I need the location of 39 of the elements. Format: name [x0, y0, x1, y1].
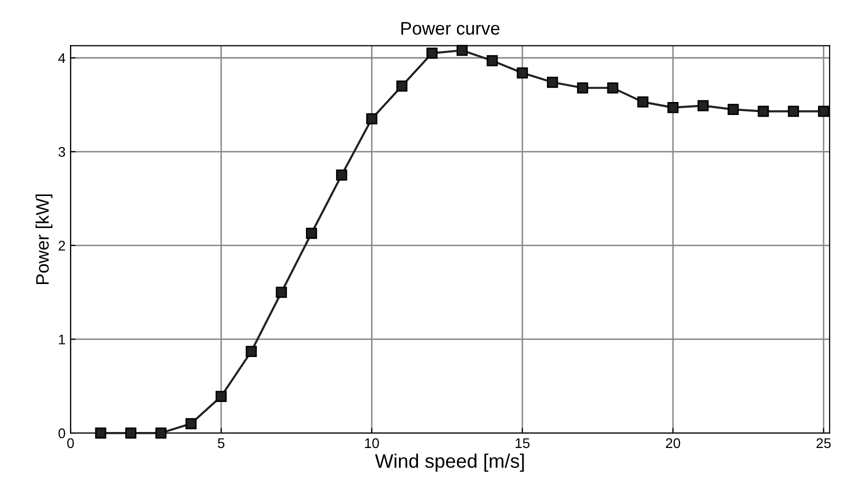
point — [818, 106, 830, 117]
point — [125, 427, 136, 439]
x-tick-label: 20 — [666, 438, 680, 448]
x-tick-label: 5 — [218, 438, 224, 448]
point — [306, 228, 318, 239]
point — [758, 106, 769, 117]
point — [426, 48, 438, 59]
point — [486, 55, 498, 66]
x-tick-label: 15 — [516, 438, 530, 448]
y-tick-label: 2 — [58, 240, 65, 250]
y-tick-label: 4 — [58, 53, 66, 63]
y-tick-label: 3 — [58, 147, 66, 157]
point — [95, 427, 106, 439]
point — [607, 82, 618, 94]
x-tick-label: 10 — [365, 438, 379, 448]
point — [456, 44, 468, 56]
point — [185, 418, 197, 430]
point — [698, 100, 709, 112]
point — [577, 82, 588, 94]
point — [216, 390, 227, 402]
point — [246, 346, 257, 357]
y-tick-label: 1 — [59, 334, 66, 344]
point — [516, 67, 528, 78]
chart-title: Power curve — [401, 22, 500, 35]
y-tick-label: 0 — [58, 428, 66, 438]
x-tick-label: 25 — [816, 438, 831, 448]
point — [366, 113, 378, 124]
point — [667, 102, 679, 114]
point — [336, 170, 348, 181]
point — [546, 76, 558, 88]
point — [788, 106, 800, 117]
point — [276, 286, 287, 298]
y-axis-title: Power [kW] — [36, 194, 52, 284]
point — [728, 104, 739, 116]
point — [396, 80, 408, 92]
point — [637, 96, 648, 108]
x-axis-title: Wind speed [m/s] — [375, 454, 524, 472]
x-tick-label: 0 — [67, 438, 74, 448]
point — [155, 427, 166, 439]
